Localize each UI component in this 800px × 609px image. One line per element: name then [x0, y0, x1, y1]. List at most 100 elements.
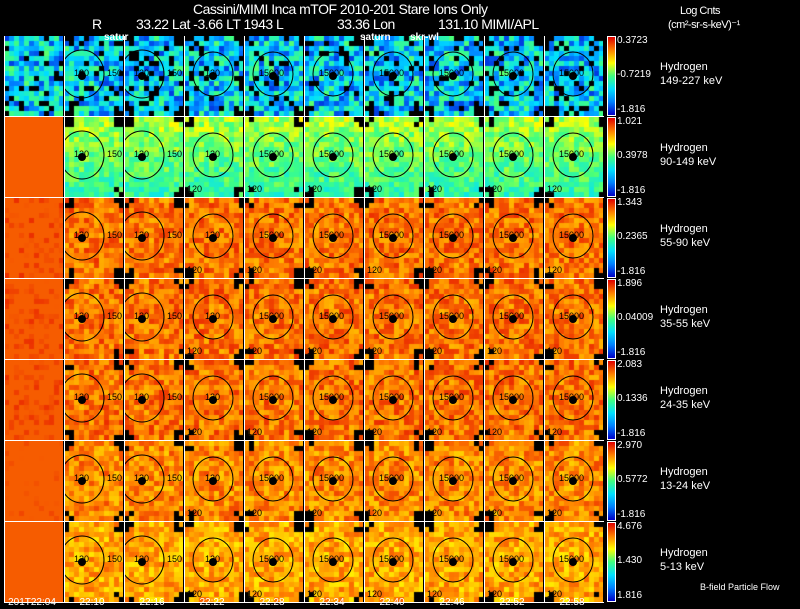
field-circle	[372, 294, 414, 340]
image-panel: 120 150	[124, 360, 183, 440]
planet-marker	[138, 72, 146, 80]
field-circle	[432, 375, 474, 421]
panel-overlay	[432, 456, 474, 502]
lower-contour-label: 120	[307, 508, 323, 518]
column-divider	[424, 36, 425, 603]
contour-label: 15000	[259, 149, 285, 159]
colorbar-mid-label: 0.2365	[617, 231, 648, 242]
inner-contour-label: 120	[134, 149, 150, 159]
planet-marker	[269, 72, 277, 80]
time-tick-label: 22:58	[559, 597, 585, 608]
outer-contour-label: 150	[107, 149, 123, 159]
field-circle	[252, 51, 294, 97]
footer-note: B-field Particle Flow	[700, 582, 780, 592]
contour-label: 15000	[319, 68, 345, 78]
panel-overlay	[252, 51, 294, 97]
contour-label: 15000	[379, 68, 405, 78]
contour-label: 15000	[379, 311, 405, 321]
contour-label: 15000	[559, 311, 585, 321]
column-divider	[64, 36, 65, 603]
image-panel: 120 150	[124, 117, 183, 197]
lower-contour-label: 120	[307, 589, 323, 599]
panel-overlay	[552, 456, 594, 502]
contour-label: 15000	[499, 392, 525, 402]
field-circle	[252, 132, 294, 178]
contour-label: 15000	[559, 230, 585, 240]
overlay-label: satur	[104, 32, 129, 43]
field-circle	[312, 375, 354, 421]
field-circle	[312, 456, 354, 502]
colorbar-mid-label: 0.3978	[617, 150, 648, 161]
planet-marker	[329, 558, 337, 566]
image-panel: 15000 120	[424, 198, 483, 278]
image-panel: 120 120	[184, 441, 243, 521]
colorbar-max-label: 1.021	[617, 116, 643, 127]
planet-marker	[329, 72, 337, 80]
panel-overlay	[192, 375, 234, 421]
colorbar-min-label: -1.816	[617, 266, 646, 277]
field-circle	[124, 130, 165, 180]
image-panel: 120 150	[64, 279, 123, 359]
planet-marker	[389, 558, 397, 566]
planet-marker	[329, 396, 337, 404]
colorbar-max-label: 1.896	[617, 278, 643, 289]
inner-contour-label: 120	[74, 149, 90, 159]
lower-contour-label: 120	[547, 427, 563, 437]
image-panel: 120 150	[64, 117, 123, 197]
image-panel: 15000 120	[484, 441, 543, 521]
field-circle	[372, 375, 414, 421]
panel-overlay	[492, 375, 534, 421]
planet-marker	[269, 396, 277, 404]
planet-marker	[389, 234, 397, 242]
panel-overlay	[552, 213, 594, 259]
image-panel: 120 150	[124, 522, 183, 602]
image-panel: 15000 120	[484, 117, 543, 197]
lower-contour-label: 120	[427, 589, 443, 599]
field-circle	[432, 51, 474, 97]
contour-label: 15000	[559, 554, 585, 564]
planet-marker	[78, 153, 86, 161]
image-panel: 15000 120	[544, 522, 603, 602]
image-panel: 120 150	[124, 279, 183, 359]
field-circle	[432, 213, 474, 259]
colorbar	[607, 198, 616, 278]
inner-contour-label: 120	[74, 392, 90, 402]
column-divider	[184, 36, 185, 603]
lower-contour-label: 120	[187, 589, 203, 599]
planet-marker	[138, 396, 146, 404]
column-divider	[304, 36, 305, 603]
outer-contour-label: 150	[107, 68, 123, 78]
outer-contour-label: 150	[167, 392, 183, 402]
field-circle	[192, 294, 234, 340]
lower-contour-label: 120	[367, 265, 383, 275]
lower-contour-label: 120	[427, 346, 443, 356]
panel-overlay	[64, 211, 105, 261]
lower-contour-label: 120	[187, 265, 203, 275]
planet-marker	[269, 315, 277, 323]
image-panel: 15000 120	[304, 441, 363, 521]
energy-range: 90-149 keV	[660, 156, 717, 168]
panel-overlay	[312, 294, 354, 340]
planet-marker	[209, 477, 217, 485]
field-circle	[312, 132, 354, 178]
panel-overlay	[252, 132, 294, 178]
colorbar-mid-label: -0.7219	[617, 69, 651, 80]
planet-marker	[449, 396, 457, 404]
contour-label: 15000	[379, 230, 405, 240]
field-circle	[432, 456, 474, 502]
contour-label: 120	[205, 473, 221, 483]
colorbar-max-label: 4.676	[617, 521, 643, 532]
lower-contour-label: 120	[427, 427, 443, 437]
field-circle	[252, 294, 294, 340]
time-tick-label: 22:34	[319, 597, 345, 608]
outer-contour-label: 150	[107, 230, 123, 240]
planet-marker	[509, 153, 517, 161]
outer-contour-label: 150	[167, 230, 183, 240]
image-panel: 15000 120	[544, 279, 603, 359]
outer-contour-label: 150	[107, 473, 123, 483]
image-panel: 120 120	[184, 279, 243, 359]
planet-marker	[209, 396, 217, 404]
outer-contour-label: 150	[167, 554, 183, 564]
image-panel: 120 120	[184, 198, 243, 278]
field-circle	[192, 375, 234, 421]
